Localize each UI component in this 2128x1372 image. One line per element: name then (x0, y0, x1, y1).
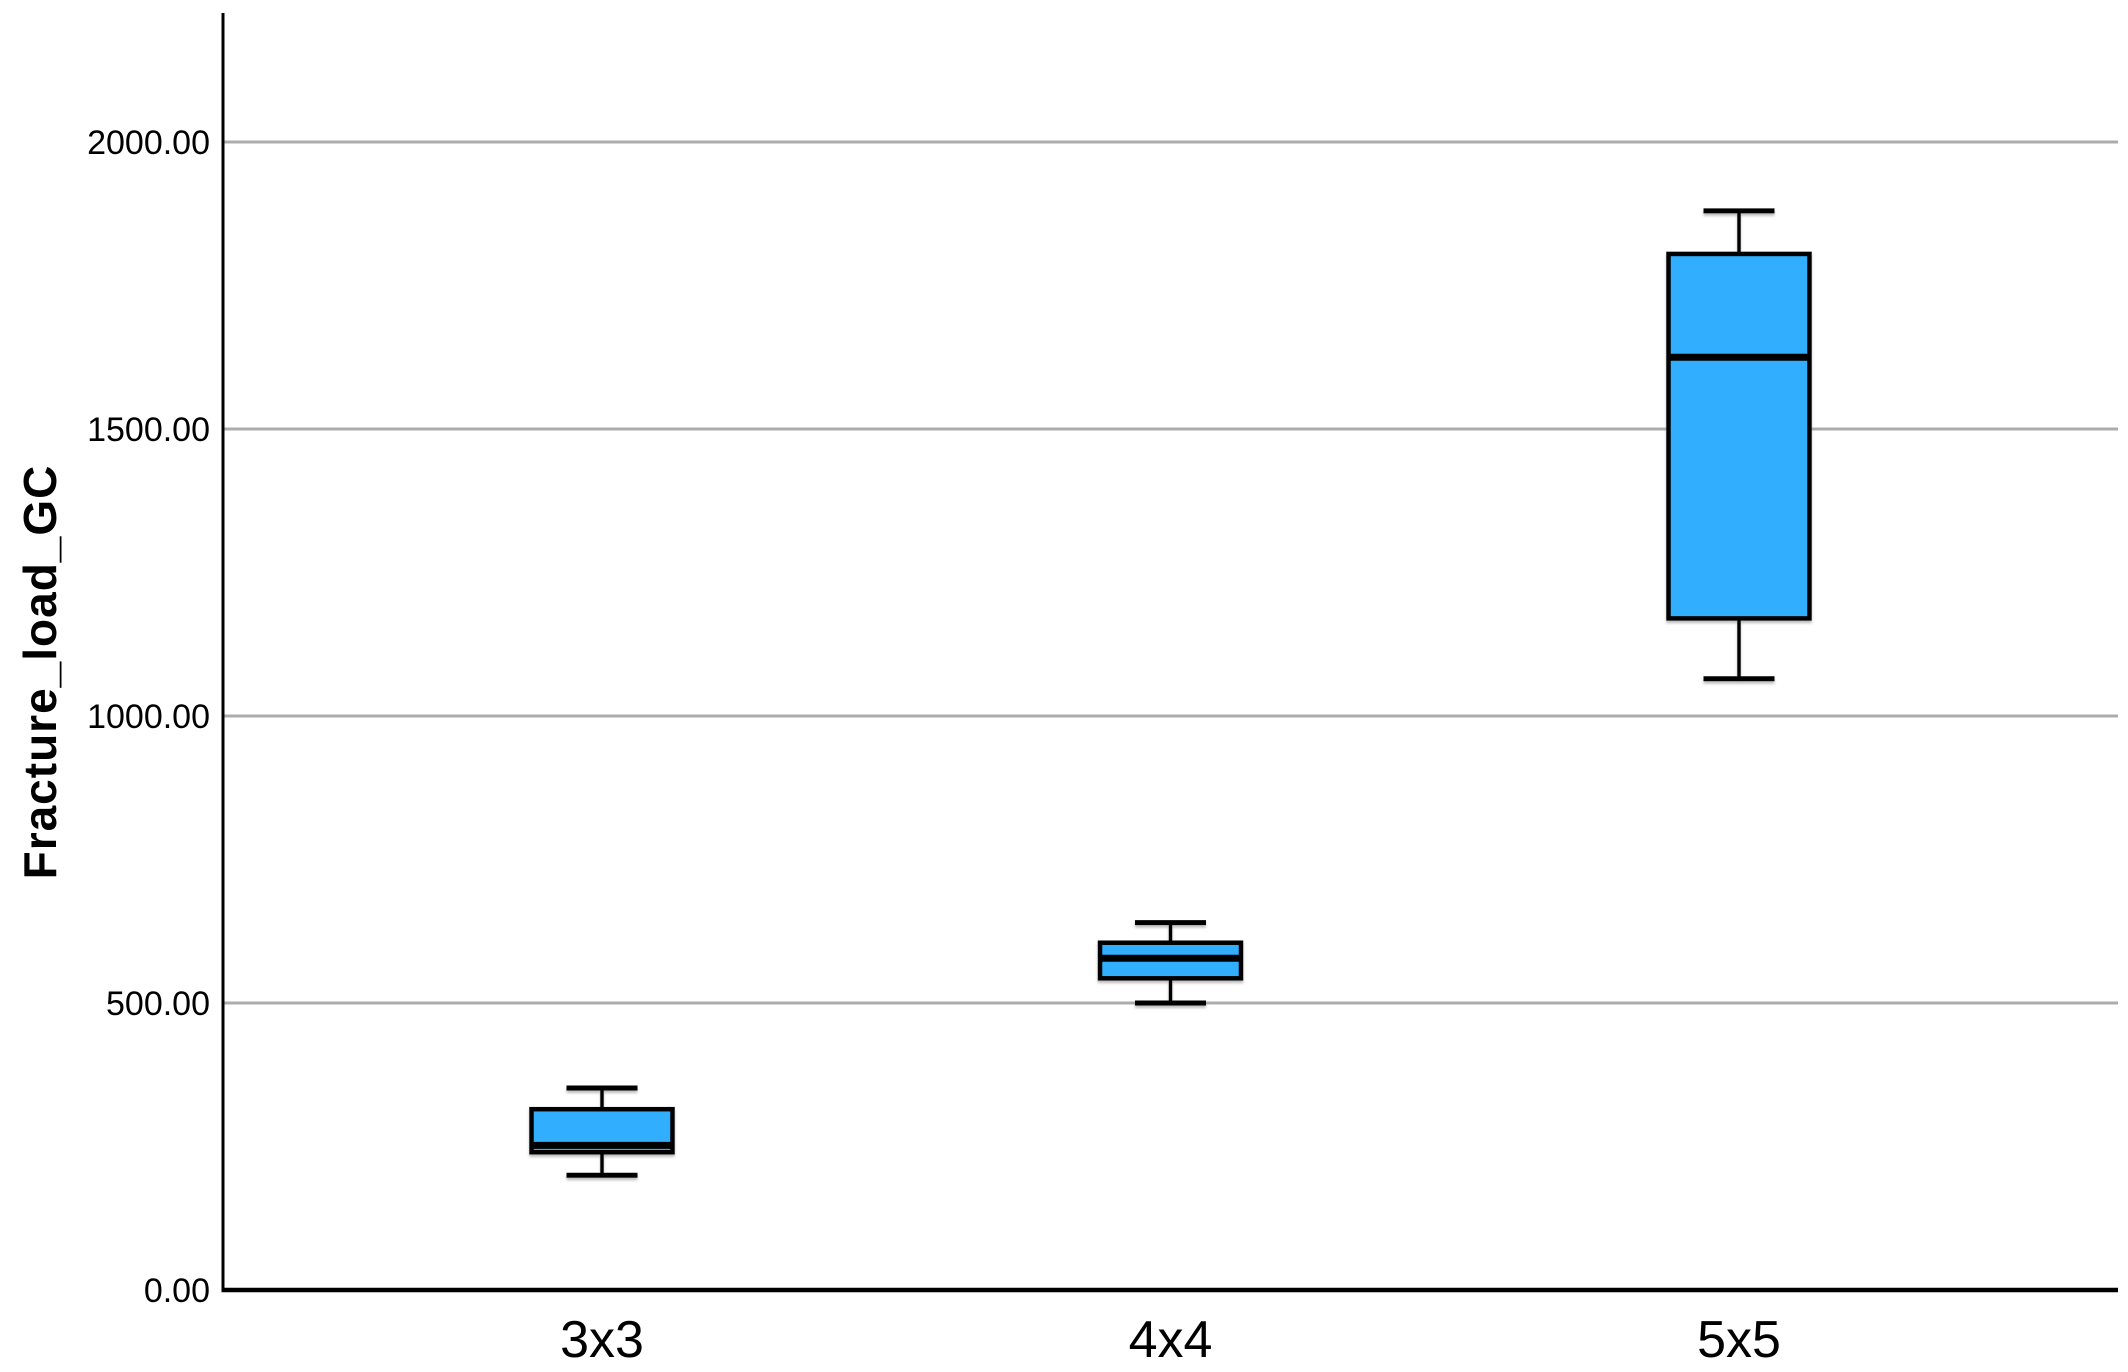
x-category-label-5x5: 5x5 (1697, 1311, 1781, 1369)
y-tick-label-1000: 1000.00 (87, 698, 210, 736)
y-tick-label-2000: 2000.00 (87, 124, 210, 162)
box-group-3x3 (529, 1085, 675, 1178)
x-category-label-3x3: 3x3 (560, 1311, 644, 1369)
box-group-5x5 (1666, 208, 1812, 682)
x-category-label-4x4: 4x4 (1129, 1311, 1213, 1369)
y-axis-title: Fracture_load_GC (14, 464, 66, 880)
iqr-box (1666, 251, 1812, 621)
y-tick-label-0: 0.00 (144, 1272, 210, 1310)
y-tick-label-1500: 1500.00 (87, 411, 210, 449)
y-tick-label-500: 500.00 (106, 985, 210, 1023)
box-group-4x4 (1097, 920, 1244, 1006)
